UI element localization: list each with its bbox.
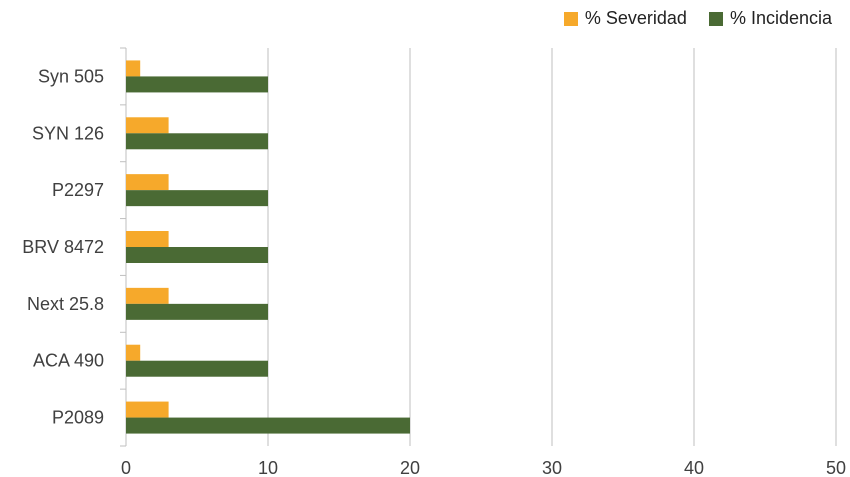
x-tick-label-0: 0 bbox=[121, 458, 131, 477]
bar-severidad-6 bbox=[126, 401, 169, 418]
bar-incidencia-0 bbox=[126, 76, 268, 93]
bar-severidad-2 bbox=[126, 174, 169, 191]
bar-severidad-5 bbox=[126, 344, 141, 361]
x-tick-label-5: 50 bbox=[826, 458, 846, 477]
bar-severidad-0 bbox=[126, 60, 141, 77]
legend-label-incidencia: % Incidencia bbox=[729, 8, 832, 28]
bar-incidencia-6 bbox=[126, 417, 410, 434]
bar-incidencia-2 bbox=[126, 190, 268, 207]
bar-incidencia-1 bbox=[126, 133, 268, 150]
legend-item-severidad: % Severidad bbox=[563, 8, 687, 29]
bar-incidencia-3 bbox=[126, 247, 268, 263]
bar-severidad-1 bbox=[126, 117, 169, 134]
category-label-4: Next 25.8 bbox=[27, 294, 104, 314]
legend-label-severidad: % Severidad bbox=[584, 8, 687, 28]
legend-swatch-incidencia bbox=[708, 11, 723, 26]
category-label-0: Syn 505 bbox=[38, 66, 104, 86]
category-label-3: BRV 8472 bbox=[22, 237, 104, 257]
x-tick-label-1: 10 bbox=[258, 458, 278, 477]
category-label-5: ACA 490 bbox=[33, 351, 104, 371]
legend: % Severidad % Incidencia bbox=[563, 8, 832, 29]
bar-severidad-3 bbox=[126, 231, 169, 247]
category-label-6: P2089 bbox=[52, 408, 104, 428]
bar-severidad-4 bbox=[126, 287, 169, 304]
x-tick-label-4: 40 bbox=[684, 458, 704, 477]
category-label-1: SYN 126 bbox=[32, 123, 104, 143]
bar-incidencia-5 bbox=[126, 360, 268, 377]
legend-swatch-severidad bbox=[563, 11, 578, 26]
x-tick-label-3: 30 bbox=[542, 458, 562, 477]
category-label-2: P2297 bbox=[52, 180, 104, 200]
legend-item-incidencia: % Incidencia bbox=[708, 8, 832, 29]
bar-incidencia-4 bbox=[126, 303, 268, 320]
x-tick-label-2: 20 bbox=[400, 458, 420, 477]
